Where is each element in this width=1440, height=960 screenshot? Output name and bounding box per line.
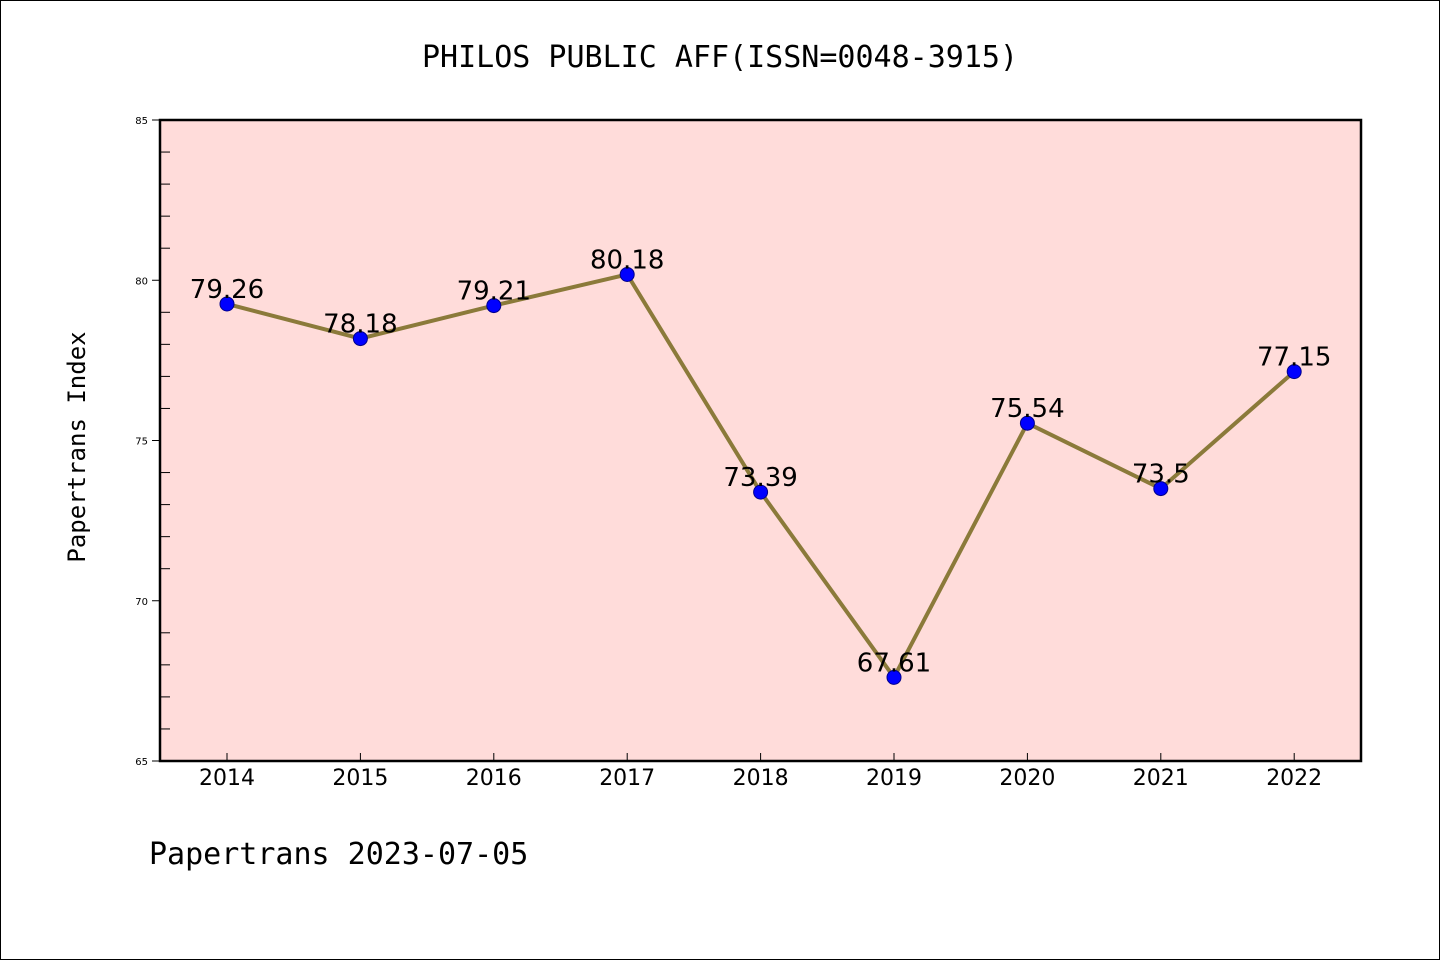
data-point [1019, 415, 1035, 431]
data-label: 79.26 [190, 275, 264, 305]
data-point [886, 669, 902, 685]
y-tick-label: 75 [135, 437, 148, 448]
y-tick-label: 85 [135, 116, 148, 127]
data-label: 80.18 [590, 245, 664, 275]
data-label: 78.18 [323, 310, 397, 340]
x-tick-label: 2022 [1266, 766, 1322, 791]
y-axis-label: Papertrans Index [63, 331, 91, 562]
y-tick-label: 70 [135, 597, 148, 608]
x-tick-label: 2020 [999, 766, 1055, 791]
y-tick-label: 65 [135, 757, 148, 768]
plot-area [160, 120, 1361, 761]
x-tick-label: 2016 [466, 766, 522, 791]
y-axis: 65 70 75 80 85 [135, 116, 160, 768]
data-point [753, 484, 769, 500]
y-minor-ticks [160, 151, 170, 730]
x-tick-label: 2021 [1133, 766, 1189, 791]
data-point [352, 331, 368, 347]
x-axis: 2014 2015 2016 2017 2018 2019 2020 2021 2022 [199, 753, 1322, 791]
footer-text: Papertrans 2023-07-05 [149, 837, 528, 872]
data-label: 73.5 [1132, 460, 1190, 490]
data-label: 73.39 [723, 463, 797, 493]
data-point [1153, 481, 1169, 497]
y-tick-label: 80 [135, 276, 148, 287]
data-label: 67.61 [857, 648, 931, 678]
data-point [219, 296, 235, 312]
data-label: 77.15 [1257, 343, 1331, 373]
data-point [619, 266, 635, 282]
x-tick-label: 2015 [332, 766, 388, 791]
data-point [1286, 364, 1302, 380]
chart-title: PHILOS PUBLIC AFF(ISSN=0048-3915) [422, 40, 1018, 75]
x-tick-label: 2017 [599, 766, 655, 791]
x-tick-label: 2014 [199, 766, 255, 791]
plot-border [158, 118, 1363, 763]
data-point [486, 298, 502, 314]
x-tick-label: 2018 [733, 766, 789, 791]
data-labels: 79.26 78.18 79.21 80.18 73.39 67.61 75.54 73.5 7… [190, 245, 1332, 678]
data-label: 75.54 [990, 394, 1064, 424]
data-label: 79.21 [457, 277, 531, 307]
x-tick-label: 2019 [866, 766, 922, 791]
data-markers [219, 266, 1302, 685]
